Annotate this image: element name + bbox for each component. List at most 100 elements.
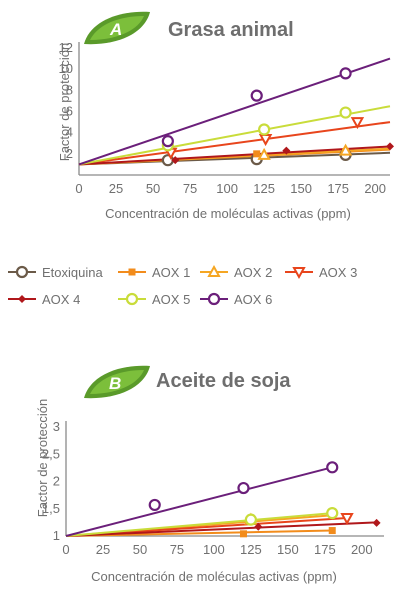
data-point-aox5 <box>244 513 257 526</box>
y-tick-label: 2 <box>53 474 60 489</box>
legend-marker-aox4 <box>18 295 26 303</box>
legend-label: AOX 3 <box>319 265 357 280</box>
legend-marker-aox2 <box>207 264 221 277</box>
legend-item-aox3: AOX 3 <box>285 265 357 280</box>
data-point-aox3 <box>258 134 273 147</box>
badge-leaf-highlight-b <box>90 370 144 394</box>
x-tick-label: 75 <box>170 542 184 557</box>
legend-label: AOX 1 <box>152 265 190 280</box>
x-tick-label: 125 <box>240 542 262 557</box>
data-marks-b <box>65 461 381 538</box>
tick-labels-a: 0 25 50 75 100 125 150 175 200 2 4 6 8 10 12 <box>59 40 387 196</box>
legend-item-aox5: AOX 5 <box>118 292 190 307</box>
data-point-aox2 <box>257 147 271 160</box>
legend-marker-etox <box>15 265 29 279</box>
x-tick-label: 125 <box>253 181 275 196</box>
data-point-aox5 <box>326 507 339 520</box>
legend-item-aox2: AOX 2 <box>200 264 272 280</box>
data-point-aox6 <box>339 67 352 80</box>
legend-item-aox1: AOX 1 <box>118 265 190 280</box>
x-tick-label: 75 <box>183 181 197 196</box>
data-marks-a <box>78 57 394 167</box>
x-tick-label: 0 <box>75 181 82 196</box>
y-tick-label: 2,5 <box>42 446 60 461</box>
y-tick-label: 4 <box>66 125 73 140</box>
data-point-aox6 <box>250 89 263 102</box>
axes-a <box>78 42 390 176</box>
series-line-aox4 <box>65 521 377 537</box>
x-tick-label: 100 <box>203 542 225 557</box>
data-point-aox1 <box>253 150 261 158</box>
legend-label: AOX 4 <box>42 292 80 307</box>
data-point-aox3 <box>340 513 354 526</box>
data-point-aox4 <box>372 518 381 527</box>
x-tick-label: 100 <box>216 181 238 196</box>
y-tick-label: 12 <box>59 40 73 55</box>
data-point-aox4 <box>254 522 263 531</box>
series-line-aox5 <box>65 512 333 537</box>
data-point-aox6 <box>148 498 161 512</box>
x-tick-label: 200 <box>351 542 373 557</box>
y-tick-label: 10 <box>59 61 73 76</box>
data-point-aox4 <box>282 146 291 155</box>
y-axis-label-a: Factor de protección <box>57 43 72 162</box>
series-line-aox3 <box>78 121 391 166</box>
data-point-aox5 <box>258 123 271 136</box>
y-tick-label: 2 <box>66 146 73 161</box>
x-axis-label-b: Concentración de moléculas activas (ppm) <box>91 569 337 584</box>
legend-marker-aox1 <box>128 268 136 276</box>
legend-marker-aox5 <box>125 292 139 306</box>
x-tick-label: 200 <box>364 181 386 196</box>
series-line-aox1 <box>65 529 333 537</box>
data-point-aox4 <box>171 156 180 165</box>
data-point-aox4 <box>386 142 394 151</box>
axes-b <box>65 421 384 537</box>
chart-title-b: Aceite de soja <box>156 370 291 392</box>
legend: Etoxiquina AOX 1 AOX 2 AOX 3 AOX 4 AOX 5 AOX 6 <box>8 264 357 307</box>
chart-panel-b: B Aceite de soja Factor de protección Co… <box>35 365 384 584</box>
chart-title-a: Grasa animal <box>168 19 294 41</box>
legend-marker-aox6 <box>207 292 221 306</box>
badge-a: A <box>84 11 150 45</box>
legend-item-aox4: AOX 4 <box>8 292 80 307</box>
x-tick-label: 150 <box>277 542 299 557</box>
badge-leaf-highlight-a <box>90 16 144 40</box>
x-tick-label: 150 <box>290 181 312 196</box>
x-tick-label: 0 <box>62 542 69 557</box>
legend-item-aox6: AOX 6 <box>200 292 272 307</box>
x-tick-label: 175 <box>314 542 336 557</box>
series-line-aox6 <box>78 57 391 166</box>
legend-label: Etoxiquina <box>42 265 103 280</box>
badge-letter-a: A <box>109 20 122 39</box>
data-point-aox5 <box>339 106 352 119</box>
y-tick-label: 1 <box>53 528 60 543</box>
data-point-aox6 <box>237 481 250 495</box>
data-point-aox2 <box>338 143 353 156</box>
x-axis-label-a: Concentración de moléculas activas (ppm) <box>105 206 351 221</box>
legend-label: AOX 2 <box>234 265 272 280</box>
series-line-aox6 <box>65 466 333 537</box>
y-tick-label: 8 <box>66 82 73 97</box>
data-point-aox6 <box>326 461 339 474</box>
legend-label: AOX 5 <box>152 292 190 307</box>
legend-item-etox: Etoxiquina <box>8 265 103 280</box>
data-point-aox1 <box>239 530 247 538</box>
legend-label: AOX 6 <box>234 292 272 307</box>
y-axis-label-b: Factor de protección <box>35 399 50 518</box>
y-tick-label: 6 <box>66 104 73 119</box>
badge-letter-b: B <box>109 374 121 393</box>
x-tick-label: 175 <box>327 181 349 196</box>
chart-panel-a: A Grasa animal Factor de protección Conc… <box>57 11 394 221</box>
x-tick-label: 50 <box>133 542 147 557</box>
x-tick-label: 25 <box>109 181 123 196</box>
data-point-aox3 <box>350 117 365 130</box>
y-tick-label: 1,5 <box>42 501 60 516</box>
tick-labels-b: 0 25 50 75 100 125 150 175 200 1 1,5 2 2,5 3 <box>42 419 373 557</box>
data-point-aox1 <box>328 527 336 535</box>
x-tick-label: 25 <box>96 542 110 557</box>
series-line-aox5 <box>78 105 391 166</box>
badge-b: B <box>84 365 150 399</box>
y-tick-label: 3 <box>53 419 60 434</box>
x-tick-label: 50 <box>146 181 160 196</box>
